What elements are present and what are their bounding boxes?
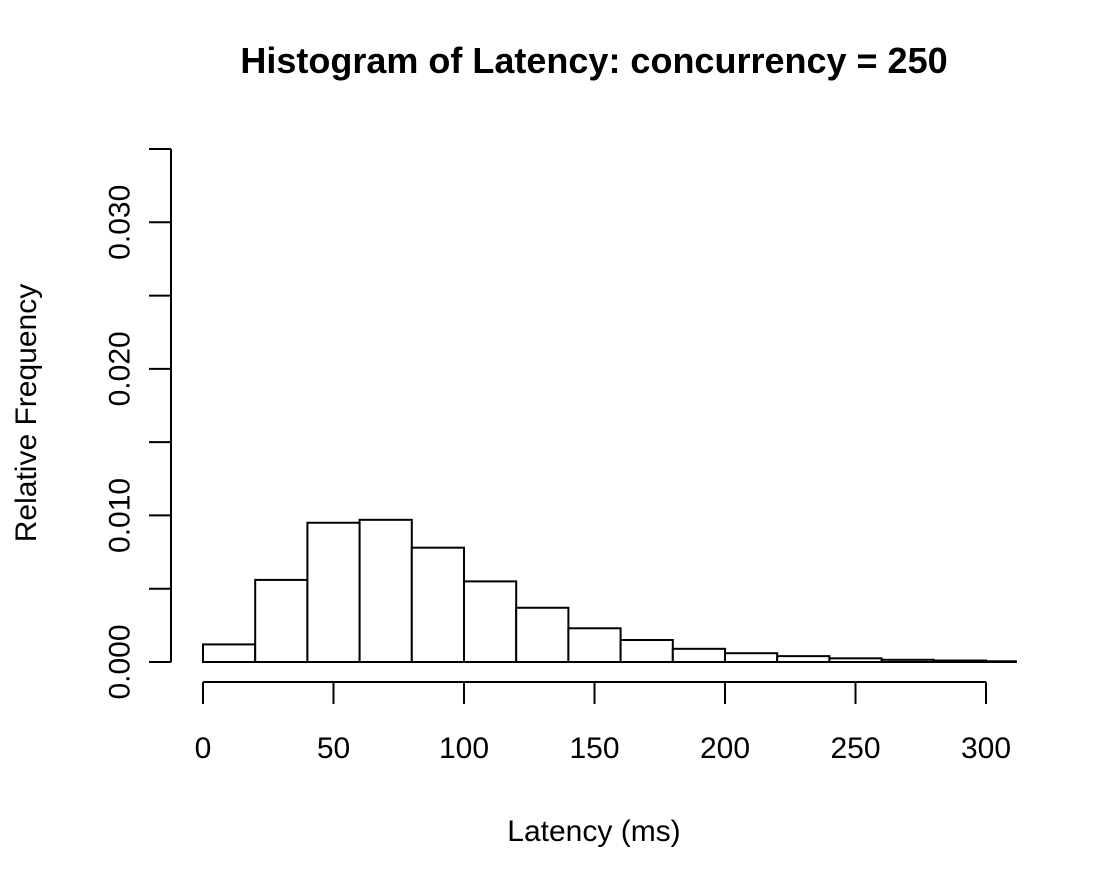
histogram-bars <box>202 518 1017 664</box>
chart-title: Histogram of Latency: concurrency = 250 <box>240 40 947 81</box>
histogram-bar-140-160 <box>567 627 622 664</box>
histogram-bar-220-240 <box>776 655 831 664</box>
x-tick-label: 100 <box>439 732 489 765</box>
histogram-bar-120-140 <box>515 606 570 663</box>
x-tick-label: 200 <box>700 732 750 765</box>
histogram-bar-40-60 <box>306 521 361 663</box>
histogram-bar-0-20 <box>202 643 257 664</box>
histogram-bar-200-220 <box>724 652 779 663</box>
x-tick-label: 250 <box>830 732 880 765</box>
y-tick-label: 0.020 <box>104 331 137 406</box>
histogram-bar-300-320 <box>985 660 1017 664</box>
histogram-bar-80-100 <box>410 546 465 663</box>
x-tick-label: 300 <box>961 732 1011 765</box>
x-tick-label: 50 <box>317 732 350 765</box>
histogram-bar-60-80 <box>358 518 413 664</box>
histogram-bar-160-180 <box>619 639 674 663</box>
y-axis: 0.000 0.010 0.020 0.030 <box>104 148 172 700</box>
y-tick-label: 0.010 <box>104 478 137 553</box>
histogram-bar-280-300 <box>932 659 987 664</box>
histogram-bar-240-260 <box>828 657 883 663</box>
histogram-bar-180-200 <box>671 647 726 664</box>
y-axis-label: Relative Frequency <box>10 284 43 542</box>
x-axis-label: Latency (ms) <box>507 815 680 848</box>
x-axis: 0 50 100 150 200 250 300 <box>195 681 1011 765</box>
x-tick-label: 0 <box>195 732 212 765</box>
y-tick-label: 0.000 <box>104 624 137 699</box>
histogram-bar-20-40 <box>254 578 309 663</box>
histogram-bar-100-120 <box>463 580 518 664</box>
y-tick-label: 0.030 <box>104 185 137 260</box>
histogram-bar-260-280 <box>880 658 935 664</box>
x-tick-label: 150 <box>569 732 619 765</box>
